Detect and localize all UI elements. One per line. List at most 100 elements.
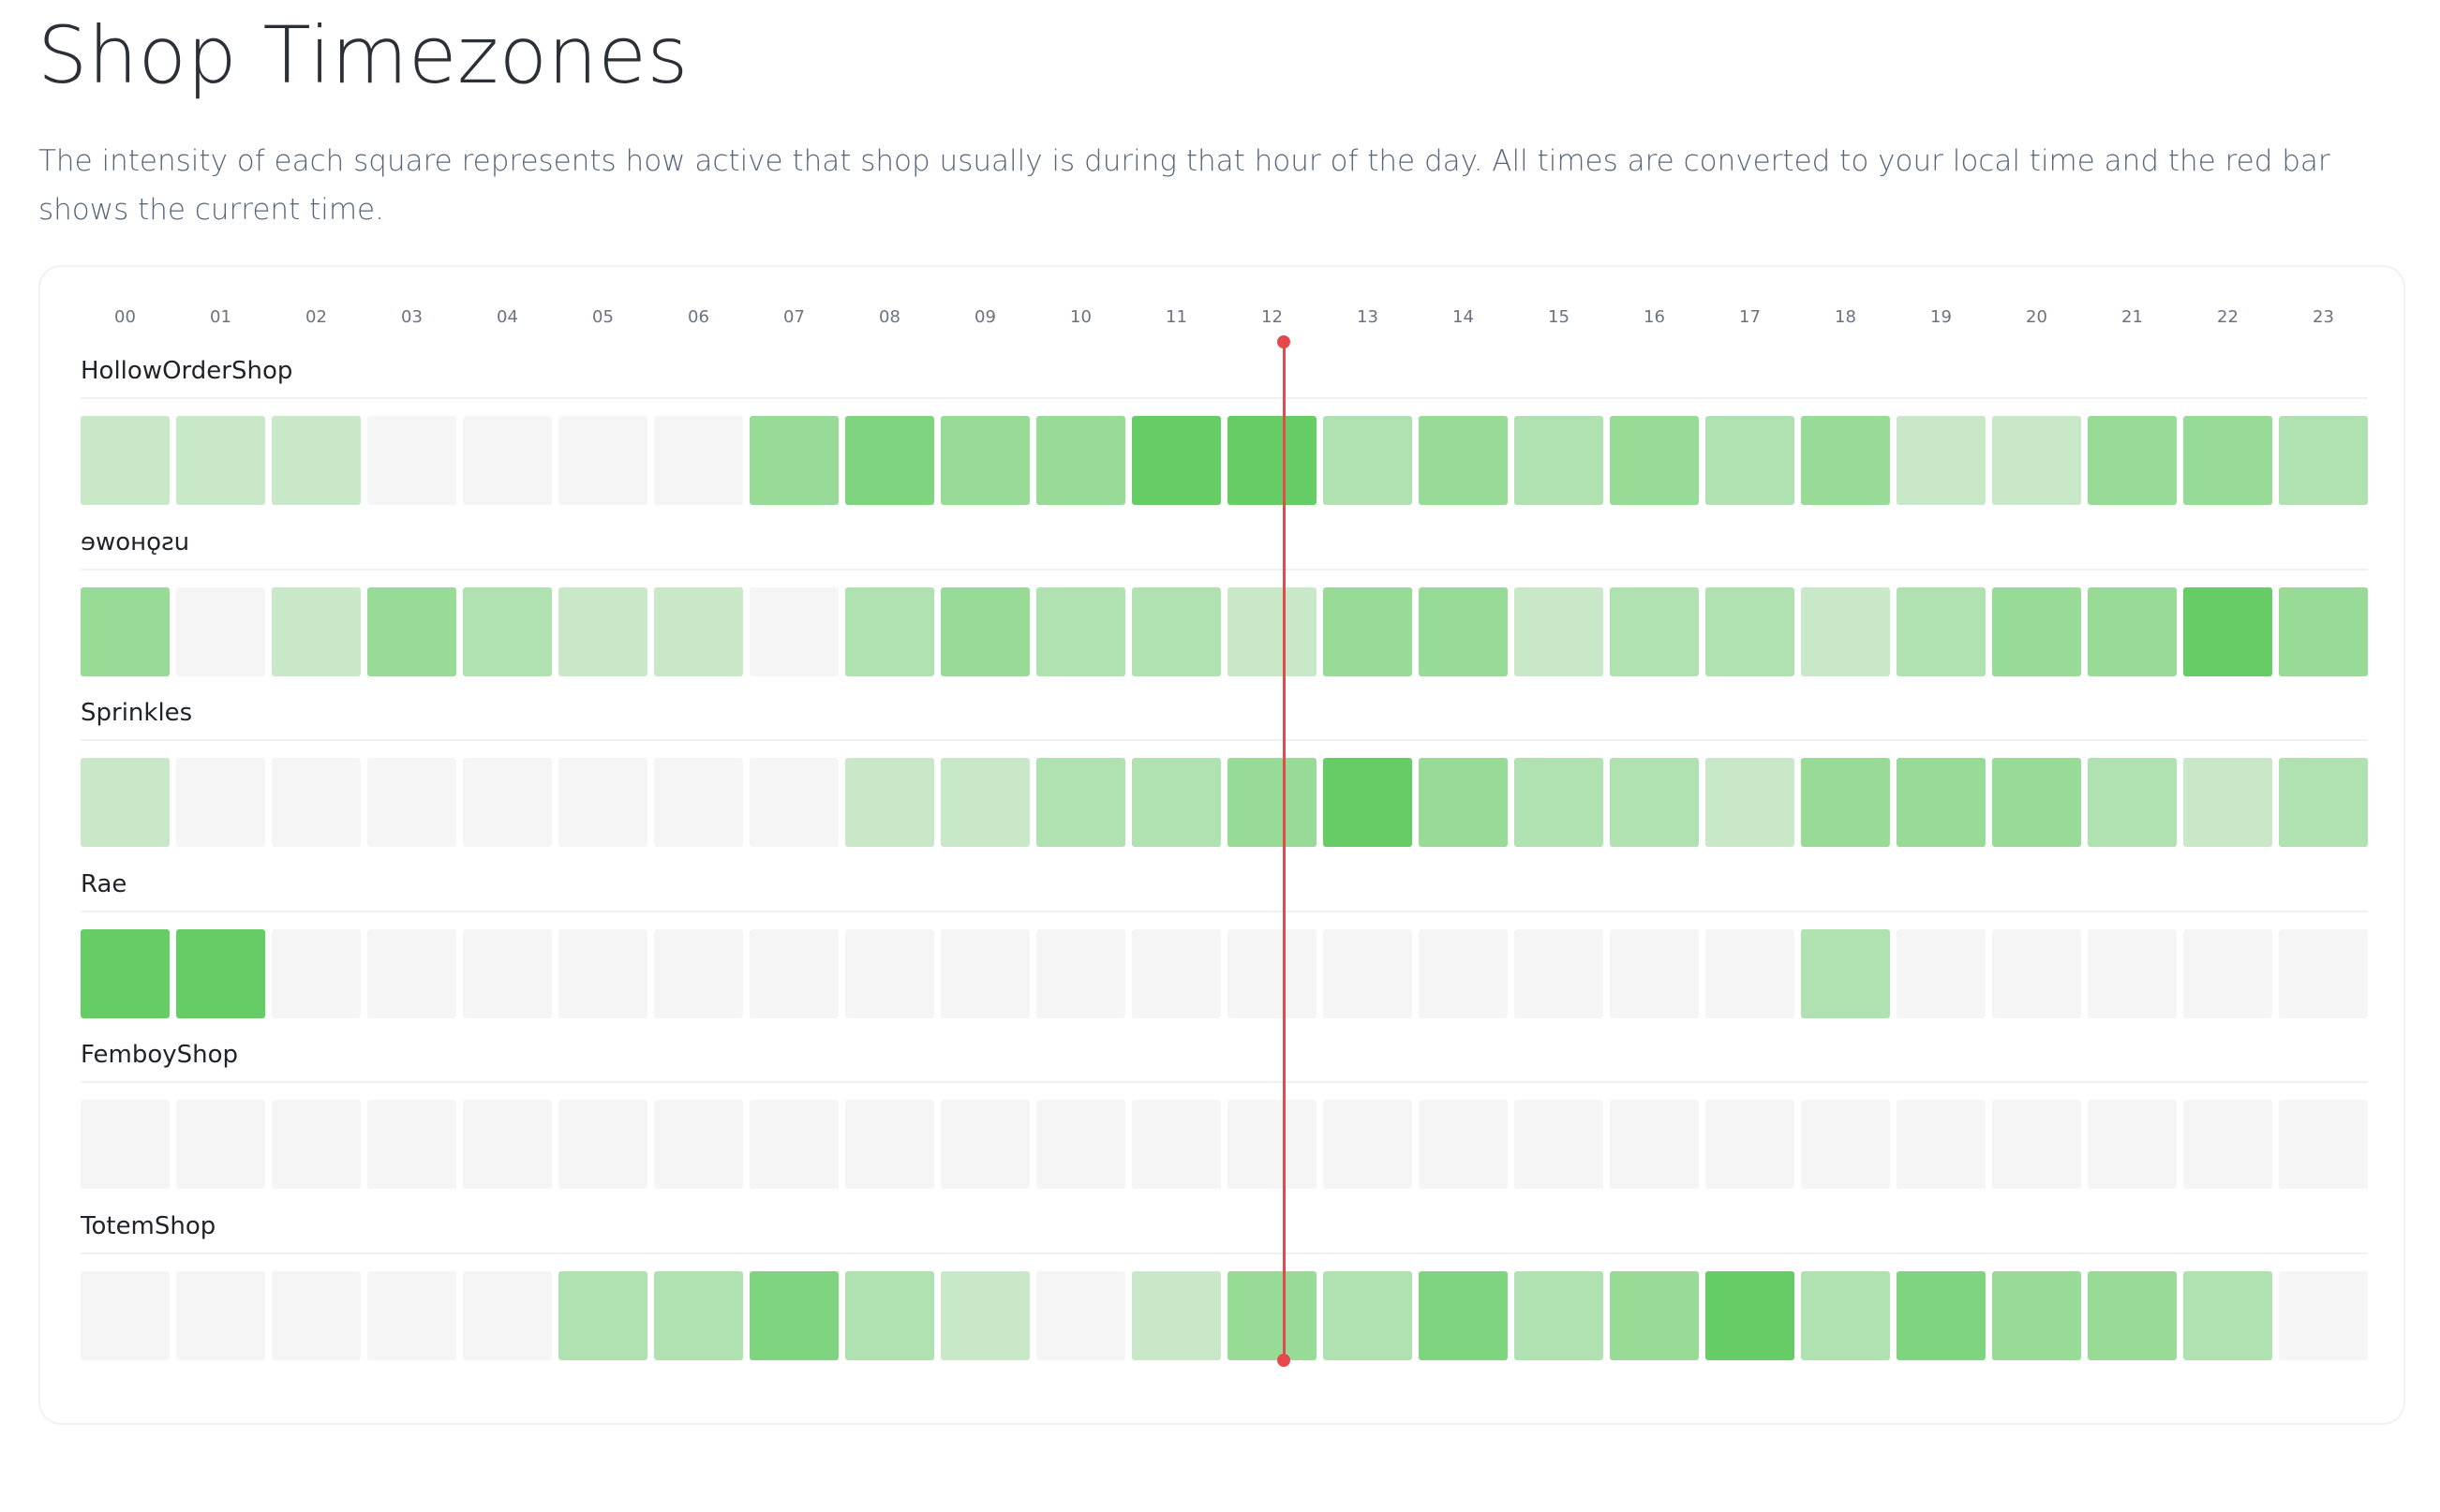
page-description: The intensity of each square represents …	[38, 144, 2330, 227]
heatmap-cell	[845, 586, 934, 676]
heatmap-cell	[1227, 586, 1317, 676]
heatmap-cell	[1705, 586, 1794, 676]
heatmap-cell	[941, 416, 1030, 505]
hour-label-11: 11	[1166, 307, 1187, 327]
heatmap-cell	[1897, 1270, 1986, 1360]
heatmap-cell	[2183, 758, 2272, 847]
heatmap-cell	[1514, 416, 1603, 505]
row-divider	[81, 1081, 2368, 1083]
heatmap-cell	[463, 928, 552, 1018]
heatmap-cell	[1705, 758, 1794, 847]
heatmap-cell	[654, 586, 743, 676]
shop-label: Sprinkles	[81, 699, 193, 727]
shop-label: FemboyShop	[81, 1041, 239, 1069]
current-time-top-dot	[1277, 335, 1291, 348]
heatmap-cell	[1132, 1100, 1221, 1189]
heatmap-cell	[1323, 1100, 1412, 1189]
heatmap-cell	[558, 1270, 647, 1360]
heatmap-cell	[941, 1100, 1030, 1189]
heatmap-cell	[176, 586, 265, 676]
heatmap-cell	[654, 758, 743, 847]
heatmap-cell	[1036, 416, 1125, 505]
heatmap-cell	[2279, 416, 2368, 505]
heatmap-cell	[1419, 758, 1508, 847]
heatmap-cell	[845, 928, 934, 1018]
heatmap-cell	[272, 1270, 361, 1360]
heatmap-cell	[1610, 758, 1699, 847]
heatmap-cell	[81, 416, 170, 505]
heatmap-cell	[176, 758, 265, 847]
row-divider	[81, 739, 2368, 741]
heatmap-cell	[176, 1100, 265, 1189]
heatmap-cell	[654, 1270, 743, 1360]
hour-label-00: 00	[114, 307, 136, 327]
hour-label-12: 12	[1261, 307, 1283, 327]
heatmap-cell	[367, 586, 456, 676]
heatmap-cell	[176, 928, 265, 1018]
heatmap-cell	[81, 586, 170, 676]
heatmap-cell	[1897, 928, 1986, 1018]
heatmap-cell	[750, 1270, 839, 1360]
heatmap-cell	[750, 1100, 839, 1189]
hour-label-08: 08	[879, 307, 900, 327]
heatmap-cell	[1227, 1270, 1317, 1360]
heatmap-cell	[1514, 928, 1603, 1018]
heatmap-cell	[463, 758, 552, 847]
row-divider	[81, 910, 2368, 912]
heatmap-cell	[463, 1100, 552, 1189]
heatmap-cell	[2183, 1270, 2272, 1360]
heatmap-cell	[1323, 416, 1412, 505]
heatmap-cell	[1323, 928, 1412, 1018]
heatmap-cell	[81, 1100, 170, 1189]
heatmap-cell	[176, 416, 265, 505]
heatmap-cell	[558, 416, 647, 505]
hour-label-20: 20	[2026, 307, 2047, 327]
hour-label-15: 15	[1548, 307, 1570, 327]
heatmap-cell	[1705, 416, 1794, 505]
heatmap-cell	[463, 586, 552, 676]
heatmap-cell	[1897, 416, 1986, 505]
shop-label: HollowOrderShop	[81, 357, 293, 385]
heatmap-cell	[1992, 1270, 2081, 1360]
heatmap-cell	[272, 416, 361, 505]
hour-label-23: 23	[2313, 307, 2334, 327]
hour-label-14: 14	[1452, 307, 1474, 327]
heatmap-cell	[1514, 1100, 1603, 1189]
heatmap-cell	[1897, 586, 1986, 676]
heatmap-cell	[1610, 586, 1699, 676]
heatmap-cell	[2088, 1270, 2177, 1360]
page-title: Shop Timezones	[37, 9, 689, 101]
heatmap-cell	[1992, 1100, 2081, 1189]
heatmap-cell	[367, 758, 456, 847]
current-time-bottom-dot	[1277, 1353, 1291, 1367]
heatmap-cell	[367, 416, 456, 505]
heatmap-cell	[558, 1100, 647, 1189]
heatmap-cell	[1036, 928, 1125, 1018]
heatmap-cell	[2088, 928, 2177, 1018]
heatmap-cell	[1801, 586, 1890, 676]
heatmap-cell	[463, 1270, 552, 1360]
heatmap-cell	[1801, 758, 1890, 847]
hour-label-05: 05	[592, 307, 614, 327]
heatmap-cell	[750, 586, 839, 676]
heatmap-cell	[1132, 416, 1221, 505]
hour-label-09: 09	[975, 307, 996, 327]
heatmap-cell	[1610, 1270, 1699, 1360]
heatmap-cell	[2088, 586, 2177, 676]
heatmap-cell	[367, 1270, 456, 1360]
heatmap-cell	[2183, 928, 2272, 1018]
heatmap-cell	[1992, 928, 2081, 1018]
heatmap-cell	[750, 416, 839, 505]
heatmap-cell	[2279, 1270, 2368, 1360]
heatmap-cell	[1992, 586, 2081, 676]
heatmap-cell	[176, 1270, 265, 1360]
heatmap-cell	[558, 758, 647, 847]
hour-label-07: 07	[783, 307, 805, 327]
row-divider	[81, 568, 2368, 571]
heatmap-cell	[1992, 758, 2081, 847]
heatmap-cell	[2279, 586, 2368, 676]
hour-label-01: 01	[210, 307, 231, 327]
hour-label-04: 04	[497, 307, 518, 327]
heatmap-cell	[845, 758, 934, 847]
heatmap-cell	[558, 928, 647, 1018]
